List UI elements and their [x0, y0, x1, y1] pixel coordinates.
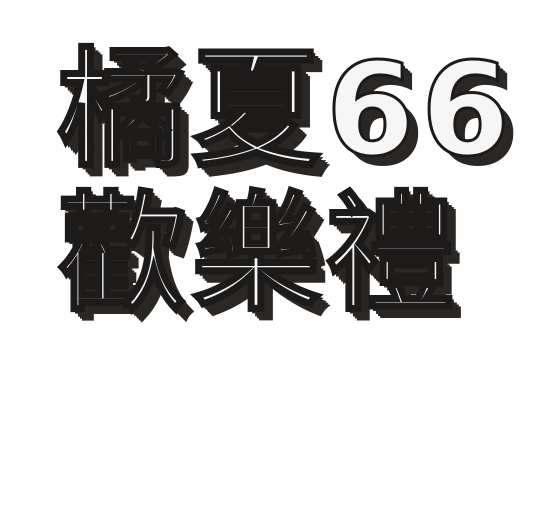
- headline-line-2-text: 歡樂禮: [56, 180, 461, 329]
- promo-headline: 橘夏66 歡樂禮: [56, 38, 511, 329]
- headline-line-1: 橘夏66: [56, 38, 511, 183]
- headline-line-2: 歡樂禮: [56, 180, 498, 329]
- headline-line-1-text: 橘夏66: [56, 36, 517, 185]
